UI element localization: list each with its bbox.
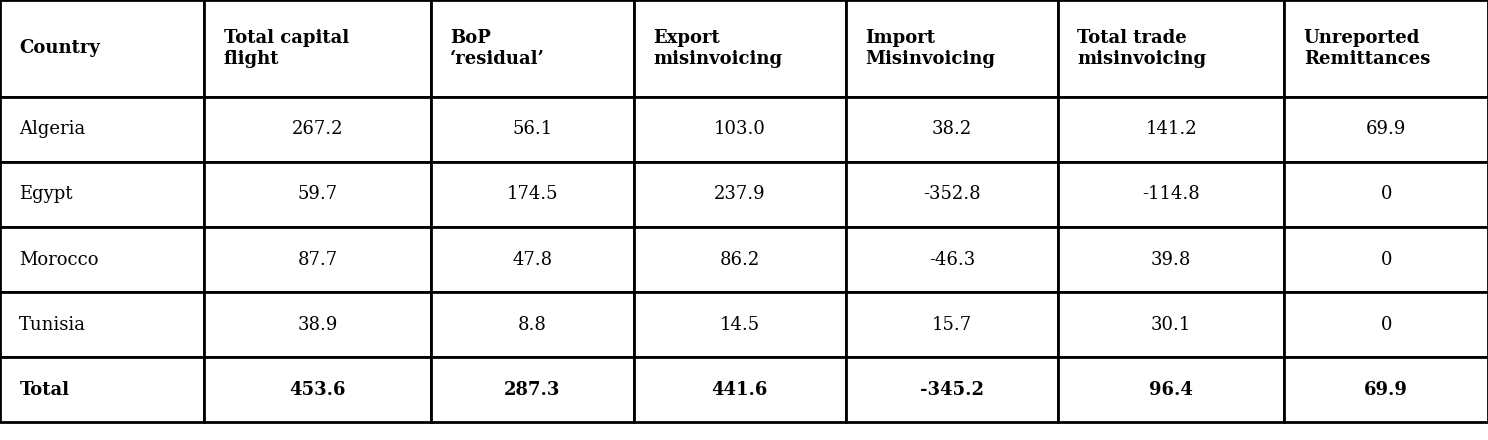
Text: Total capital
flight: Total capital flight: [223, 29, 348, 68]
Bar: [845, 292, 1058, 357]
Bar: [204, 162, 430, 227]
Bar: [204, 357, 430, 422]
Bar: [634, 0, 845, 97]
Text: -345.2: -345.2: [920, 381, 984, 399]
Bar: [1284, 0, 1488, 97]
Text: 0: 0: [1381, 316, 1391, 334]
Bar: [430, 0, 634, 97]
Bar: [0, 97, 204, 162]
Text: 30.1: 30.1: [1152, 316, 1192, 334]
Text: 441.6: 441.6: [711, 381, 768, 399]
Text: 15.7: 15.7: [931, 316, 972, 334]
Text: BoP
‘residual’: BoP ‘residual’: [449, 29, 545, 68]
Bar: [1058, 0, 1284, 97]
Text: Algeria: Algeria: [19, 121, 86, 138]
Text: -352.8: -352.8: [923, 186, 981, 203]
Bar: [634, 357, 845, 422]
Bar: [634, 97, 845, 162]
Bar: [1058, 357, 1284, 422]
Text: 0: 0: [1381, 251, 1391, 268]
Bar: [0, 357, 204, 422]
Text: Export
misinvoicing: Export misinvoicing: [653, 29, 783, 68]
Text: 39.8: 39.8: [1152, 251, 1192, 268]
Bar: [634, 292, 845, 357]
Text: 287.3: 287.3: [504, 381, 561, 399]
Text: 38.2: 38.2: [931, 121, 972, 138]
Text: 453.6: 453.6: [289, 381, 345, 399]
Bar: [1284, 162, 1488, 227]
Text: -46.3: -46.3: [929, 251, 975, 268]
Text: Total: Total: [19, 381, 70, 399]
Bar: [0, 0, 204, 97]
Text: 8.8: 8.8: [518, 316, 546, 334]
Bar: [0, 162, 204, 227]
Bar: [1284, 292, 1488, 357]
Bar: [845, 227, 1058, 292]
Text: Total trade
misinvoicing: Total trade misinvoicing: [1077, 29, 1207, 68]
Bar: [845, 162, 1058, 227]
Text: Unreported
Remittances: Unreported Remittances: [1303, 29, 1430, 68]
Bar: [634, 162, 845, 227]
Text: 59.7: 59.7: [298, 186, 338, 203]
Bar: [1284, 227, 1488, 292]
Text: Tunisia: Tunisia: [19, 316, 86, 334]
Bar: [1284, 97, 1488, 162]
Bar: [0, 292, 204, 357]
Bar: [204, 227, 430, 292]
Bar: [1284, 357, 1488, 422]
Text: 14.5: 14.5: [720, 316, 760, 334]
Text: Country: Country: [19, 40, 100, 57]
Bar: [845, 97, 1058, 162]
Bar: [1058, 292, 1284, 357]
Text: 47.8: 47.8: [512, 251, 552, 268]
Bar: [845, 0, 1058, 97]
Bar: [1058, 162, 1284, 227]
Text: Egypt: Egypt: [19, 186, 73, 203]
Bar: [634, 227, 845, 292]
Bar: [430, 357, 634, 422]
Bar: [204, 292, 430, 357]
Text: 69.9: 69.9: [1366, 121, 1406, 138]
Text: Import
Misinvoicing: Import Misinvoicing: [865, 29, 995, 68]
Text: 0: 0: [1381, 186, 1391, 203]
Text: 237.9: 237.9: [714, 186, 765, 203]
Bar: [204, 0, 430, 97]
Text: 69.9: 69.9: [1364, 381, 1408, 399]
Bar: [430, 292, 634, 357]
Text: 87.7: 87.7: [298, 251, 338, 268]
Bar: [0, 227, 204, 292]
Text: Morocco: Morocco: [19, 251, 98, 268]
Text: 103.0: 103.0: [714, 121, 766, 138]
Bar: [1058, 227, 1284, 292]
Bar: [204, 97, 430, 162]
Bar: [845, 357, 1058, 422]
Text: 56.1: 56.1: [512, 121, 552, 138]
Bar: [430, 162, 634, 227]
Text: 141.2: 141.2: [1146, 121, 1196, 138]
Bar: [430, 227, 634, 292]
Text: 96.4: 96.4: [1149, 381, 1193, 399]
Text: -114.8: -114.8: [1143, 186, 1201, 203]
Bar: [430, 97, 634, 162]
Text: 267.2: 267.2: [292, 121, 344, 138]
Bar: [1058, 97, 1284, 162]
Text: 86.2: 86.2: [720, 251, 760, 268]
Text: 174.5: 174.5: [506, 186, 558, 203]
Text: 38.9: 38.9: [298, 316, 338, 334]
